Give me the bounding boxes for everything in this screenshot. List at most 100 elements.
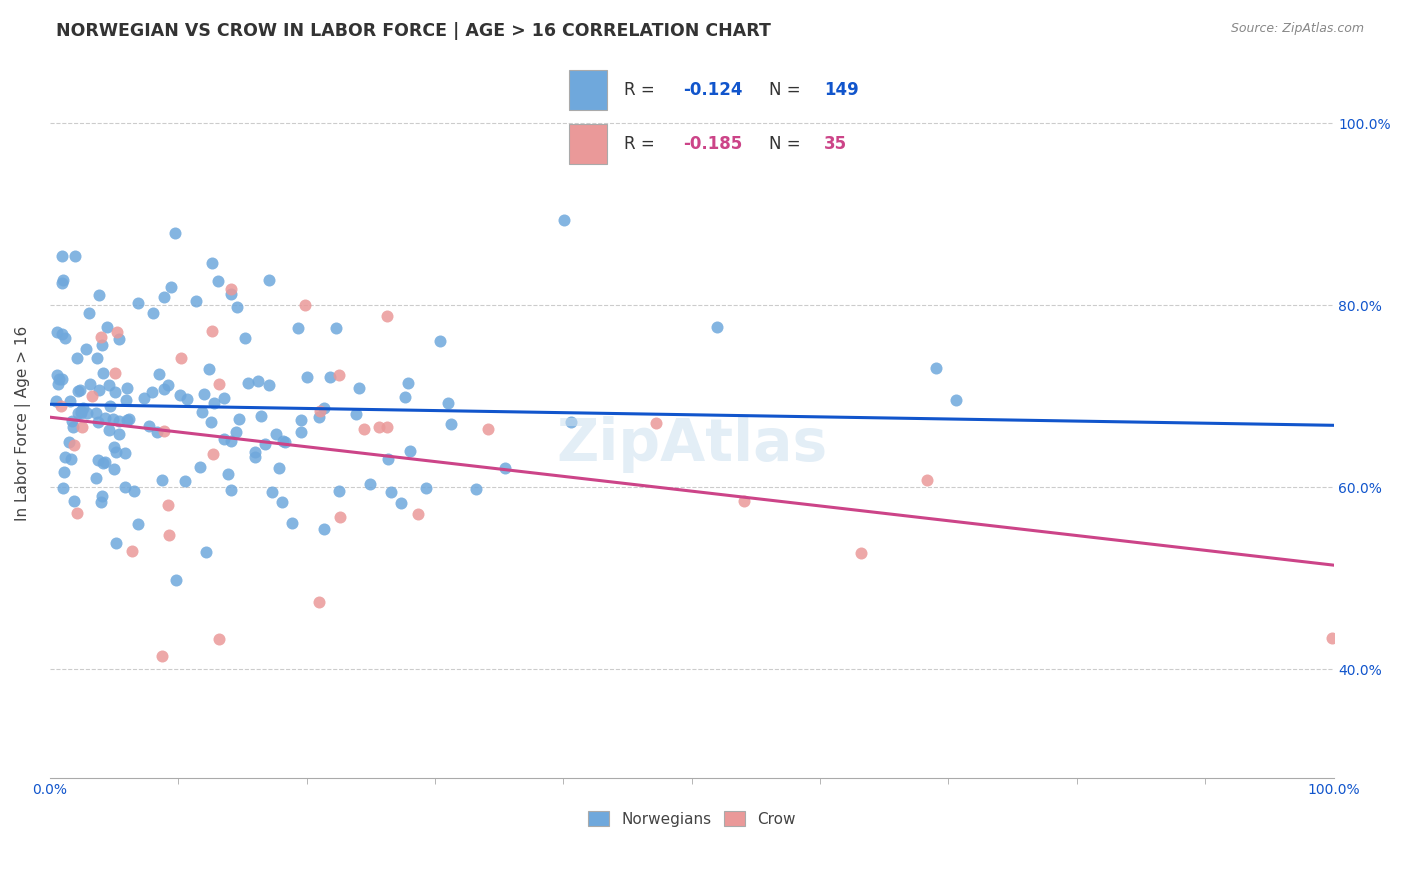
Point (52, 481, 75, 495)
Point (238, 376, 260, 391)
Point (53, 450, 76, 465)
Point (157, 528, 180, 542)
Point (103, 441, 125, 455)
Point (368, 420, 391, 434)
Point (560, 415, 582, 429)
Bar (569, 124, 607, 164)
Point (389, 496, 412, 510)
Point (60, 414, 83, 428)
Point (97, 423, 120, 437)
Point (207, 274, 229, 288)
Point (132, 391, 155, 405)
Point (945, 392, 967, 407)
Point (66, 351, 89, 365)
Point (212, 433, 235, 447)
Point (93, 366, 115, 380)
Point (70, 404, 93, 418)
Point (80, 389, 103, 403)
Text: R =: R = (624, 81, 661, 99)
Point (228, 412, 250, 426)
Point (141, 384, 163, 399)
Point (86, 351, 108, 366)
Text: Source: ZipAtlas.com: Source: ZipAtlas.com (1230, 22, 1364, 36)
Point (440, 417, 463, 431)
Point (274, 434, 297, 449)
Point (46, 368, 69, 382)
Point (217, 467, 239, 481)
Point (97, 377, 120, 392)
Point (52, 273, 75, 287)
Point (257, 378, 280, 392)
Point (108, 427, 131, 442)
Point (226, 300, 249, 314)
Point (347, 381, 370, 395)
Point (45, 394, 67, 409)
Point (208, 632, 231, 647)
Point (89, 383, 111, 397)
Point (86, 406, 108, 420)
Point (148, 367, 170, 381)
Point (94, 410, 117, 425)
Point (105, 325, 128, 339)
Bar (569, 70, 607, 110)
Point (142, 306, 165, 320)
Point (201, 324, 224, 338)
Point (114, 446, 136, 460)
Point (287, 320, 309, 334)
Point (115, 381, 138, 395)
Point (90, 330, 112, 344)
Point (115, 413, 138, 427)
Point (96, 320, 118, 334)
Point (105, 445, 128, 459)
Point (271, 434, 294, 448)
Point (198, 362, 221, 376)
Point (103, 412, 125, 426)
Point (91, 338, 114, 352)
Point (219, 483, 242, 497)
Point (51, 372, 73, 386)
Point (51, 249, 73, 263)
Point (70, 420, 93, 434)
Point (65, 249, 87, 263)
Text: -0.124: -0.124 (683, 81, 742, 99)
Point (375, 309, 398, 323)
Point (264, 427, 287, 442)
Text: -0.185: -0.185 (683, 135, 742, 153)
Point (328, 368, 350, 382)
Point (87, 288, 110, 302)
Text: 35: 35 (824, 135, 848, 153)
Point (219, 287, 242, 301)
Point (108, 414, 131, 428)
Point (644, 416, 666, 430)
Point (90, 495, 112, 509)
Point (51, 326, 73, 341)
Point (377, 452, 399, 467)
Point (202, 447, 225, 461)
Text: N =: N = (769, 81, 806, 99)
Y-axis label: In Labor Force | Age > 16: In Labor Force | Age > 16 (15, 326, 31, 521)
Point (93, 455, 115, 469)
Point (290, 412, 312, 426)
Point (160, 279, 183, 293)
Point (200, 415, 222, 429)
Point (153, 290, 176, 304)
Point (104, 366, 127, 380)
Point (91, 457, 114, 471)
Point (104, 384, 127, 399)
Point (346, 407, 368, 421)
Point (86, 471, 108, 485)
Point (1320, 631, 1343, 645)
Point (399, 443, 422, 458)
Text: 149: 149 (824, 81, 859, 99)
Point (208, 377, 231, 392)
Point (254, 437, 277, 451)
Point (245, 450, 267, 464)
Point (156, 378, 179, 392)
Text: N =: N = (769, 135, 806, 153)
Point (406, 507, 429, 521)
Point (150, 649, 173, 664)
Point (53, 465, 76, 479)
Point (138, 419, 160, 434)
Point (48, 372, 70, 386)
Point (851, 546, 873, 560)
